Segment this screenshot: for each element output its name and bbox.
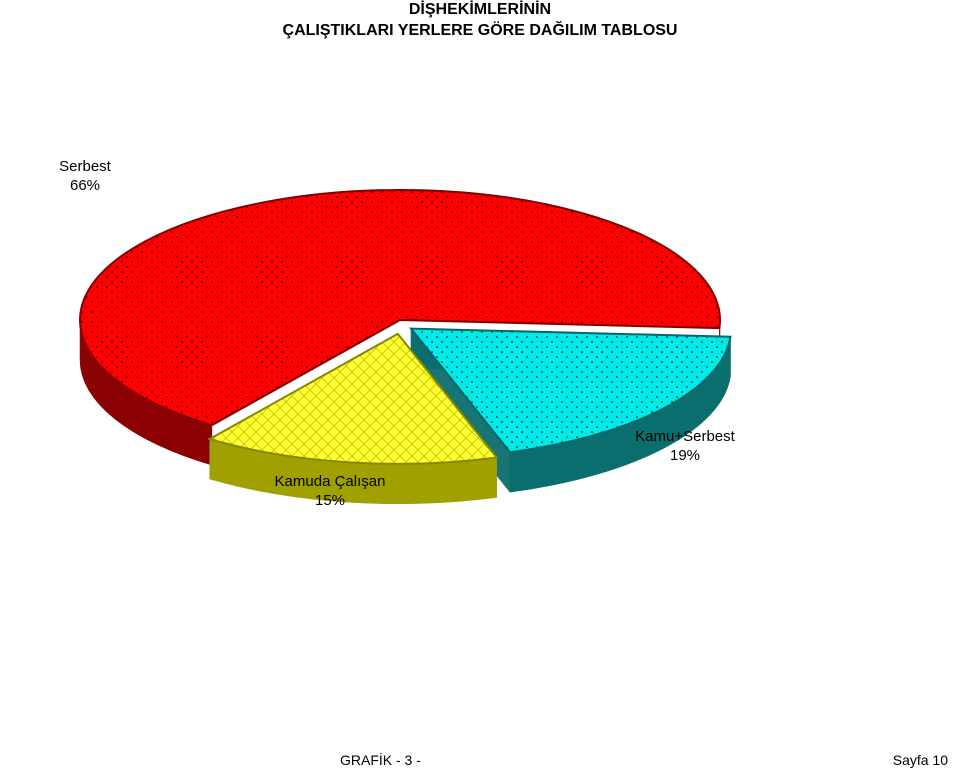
- slice-label-text: Serbest: [59, 158, 111, 175]
- slice-label-kamu-serbest: Kamu+Serbest 19%: [620, 428, 750, 466]
- slice-label-text: Kamuda Çalışan: [275, 473, 386, 490]
- footer-graphic-number: GRAFİK - 3 -: [340, 752, 421, 768]
- slice-label-kamuda: Kamuda Çalışan 15%: [265, 473, 395, 511]
- chart-title: DİŞHEKİMLERİNİN ÇALIŞTIKLARI YERLERE GÖR…: [0, 0, 960, 42]
- slice-label-pct: 15%: [315, 492, 345, 509]
- slice-label-serbest: Serbest 66%: [45, 158, 125, 196]
- title-line-1: DİŞHEKİMLERİNİN: [0, 0, 960, 21]
- pie-chart: Serbest 66% Kamu+Serbest 19% Kamuda Çalı…: [40, 150, 840, 530]
- title-line-2: ÇALIŞTIKLARI YERLERE GÖRE DAĞILIM TABLOS…: [0, 21, 960, 42]
- slice-label-pct: 19%: [670, 447, 700, 464]
- pie-chart-svg: [40, 150, 840, 530]
- slice-label-pct: 66%: [70, 177, 100, 194]
- slice-label-text: Kamu+Serbest: [635, 428, 735, 445]
- footer-page-number: Sayfa 10: [893, 752, 948, 768]
